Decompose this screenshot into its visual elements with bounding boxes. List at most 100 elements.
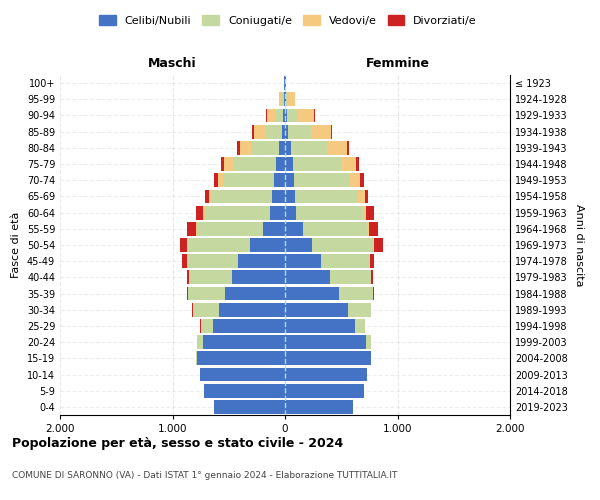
Bar <box>188 286 226 300</box>
Bar <box>356 157 359 171</box>
Bar <box>267 108 276 122</box>
Bar <box>285 400 353 414</box>
Bar <box>285 352 371 365</box>
Bar <box>218 303 285 316</box>
Bar <box>187 222 196 235</box>
Bar <box>296 206 362 220</box>
Bar <box>311 125 331 138</box>
Bar <box>370 222 379 235</box>
Text: COMUNE DI SARONNO (VA) - Dati ISTAT 1° gennaio 2024 - Elaborazione TUTTITALIA.IT: COMUNE DI SARONNO (VA) - Dati ISTAT 1° g… <box>12 471 397 480</box>
Bar <box>271 190 285 203</box>
Bar <box>197 336 203 349</box>
Bar <box>285 125 289 138</box>
Bar <box>203 206 205 220</box>
Bar <box>347 141 349 154</box>
Bar <box>289 125 311 138</box>
Bar <box>187 286 188 300</box>
Bar <box>209 190 212 203</box>
Bar <box>224 157 233 171</box>
Bar <box>182 254 187 268</box>
Bar <box>214 400 285 414</box>
Bar <box>193 303 218 316</box>
Bar <box>282 92 284 106</box>
Bar <box>197 222 263 235</box>
Bar <box>331 125 332 138</box>
Bar <box>284 92 285 106</box>
Bar <box>233 157 276 171</box>
Bar <box>254 125 265 138</box>
Bar <box>285 270 330 284</box>
Bar <box>339 286 373 300</box>
Bar <box>290 141 326 154</box>
Bar <box>367 222 370 235</box>
Bar <box>187 254 238 268</box>
Bar <box>240 141 251 154</box>
Bar <box>196 352 197 365</box>
Bar <box>361 174 364 187</box>
Bar <box>287 108 298 122</box>
Bar <box>285 190 295 203</box>
Bar <box>326 141 347 154</box>
Bar <box>276 108 283 122</box>
Bar <box>196 206 203 220</box>
Bar <box>180 238 187 252</box>
Bar <box>303 222 367 235</box>
Bar <box>285 286 339 300</box>
Legend: Celibi/Nubili, Coniugati/e, Vedovi/e, Divorziati/e: Celibi/Nubili, Coniugati/e, Vedovi/e, Di… <box>95 10 481 30</box>
Bar <box>265 125 281 138</box>
Bar <box>285 319 355 333</box>
Bar <box>252 125 254 138</box>
Bar <box>285 303 348 316</box>
Bar <box>373 238 374 252</box>
Bar <box>187 238 250 252</box>
Bar <box>298 108 314 122</box>
Bar <box>200 319 213 333</box>
Bar <box>365 190 368 203</box>
Text: Femmine: Femmine <box>365 57 430 70</box>
Bar <box>263 222 285 235</box>
Bar <box>350 174 361 187</box>
Bar <box>348 303 371 316</box>
Y-axis label: Anni di nascita: Anni di nascita <box>574 204 584 286</box>
Bar <box>285 141 290 154</box>
Bar <box>285 206 296 220</box>
Bar <box>190 270 232 284</box>
Bar <box>213 319 285 333</box>
Bar <box>366 336 371 349</box>
Bar <box>366 206 374 220</box>
Bar <box>370 254 374 268</box>
Bar <box>279 92 282 106</box>
Bar <box>187 270 190 284</box>
Bar <box>214 174 218 187</box>
Bar <box>285 174 294 187</box>
Bar <box>226 286 285 300</box>
Bar <box>274 174 285 187</box>
Bar <box>280 141 285 154</box>
Bar <box>285 92 286 106</box>
Bar <box>238 254 285 268</box>
Bar <box>285 368 367 382</box>
Bar <box>285 222 303 235</box>
Bar <box>196 222 197 235</box>
Bar <box>321 254 370 268</box>
Bar <box>285 336 366 349</box>
Bar <box>283 108 285 122</box>
Bar <box>285 238 312 252</box>
Bar <box>373 286 374 300</box>
Bar <box>355 319 365 333</box>
Bar <box>205 190 209 203</box>
Bar <box>251 141 280 154</box>
Bar <box>285 384 364 398</box>
Bar <box>286 92 289 106</box>
Bar <box>218 174 223 187</box>
Bar <box>362 206 366 220</box>
Bar <box>289 92 295 106</box>
Bar <box>271 206 285 220</box>
Bar <box>341 157 356 171</box>
Bar <box>295 190 358 203</box>
Bar <box>374 238 383 252</box>
Bar <box>205 206 271 220</box>
Bar <box>203 336 285 349</box>
Bar <box>312 238 373 252</box>
Bar <box>250 238 285 252</box>
